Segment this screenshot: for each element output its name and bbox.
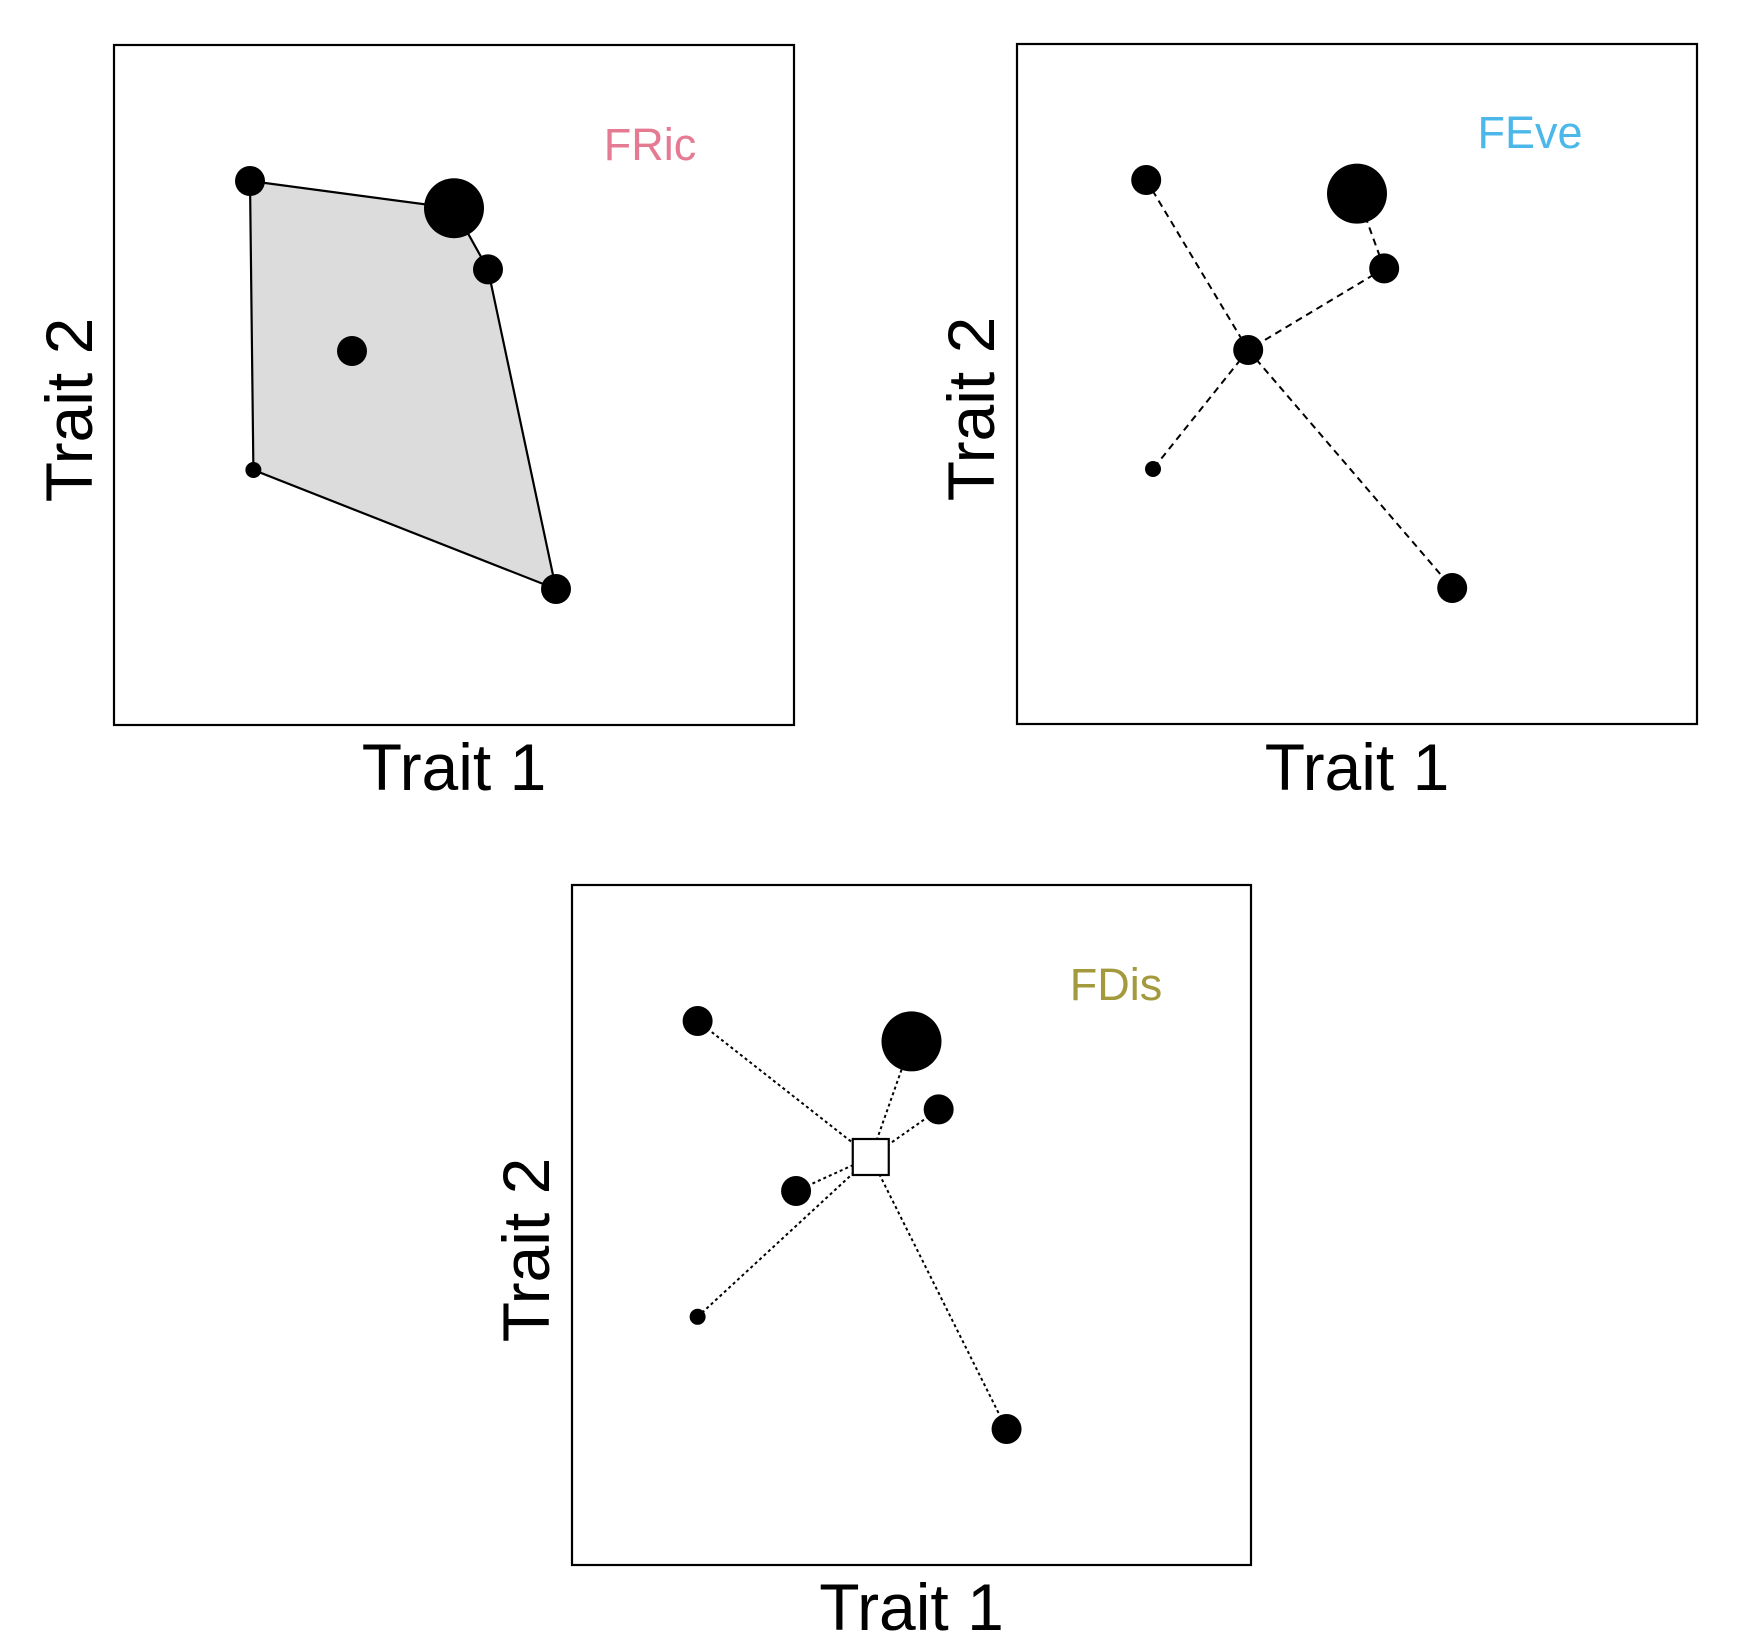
fdis-panel-frame (570, 883, 1253, 1567)
species-point (881, 1011, 942, 1072)
feve-panel: FEve Trait 1 Trait 2 (934, 42, 1699, 804)
distance-to-centroid-line (696, 1156, 872, 1318)
fric-y-axis-label: Trait 2 (32, 318, 106, 503)
species-point (541, 574, 571, 604)
distance-to-centroid-line (869, 1156, 1008, 1430)
species-point (1131, 165, 1162, 195)
spanning-tree-edge (1152, 349, 1249, 470)
spanning-tree-edge (1145, 179, 1250, 351)
feve-lines-layer (1145, 179, 1453, 589)
fric-panel-frame (112, 43, 796, 727)
fdis-lines-layer (696, 1020, 1008, 1430)
convex-hull-polygon (248, 179, 558, 591)
species-point (1327, 163, 1387, 224)
species-point (781, 1176, 812, 1206)
species-point (682, 1006, 713, 1036)
species-point (1369, 253, 1400, 284)
centroid-square (851, 1137, 890, 1177)
fdis-panel: FDis Trait 1 Trait 2 (489, 883, 1253, 1644)
species-point (1145, 461, 1161, 477)
spanning-tree-edge (1247, 267, 1385, 351)
fric-lines-layer (248, 179, 558, 591)
spanning-tree-edge (1247, 349, 1453, 589)
species-point (923, 1094, 954, 1125)
fdis-y-axis-label: Trait 2 (489, 1158, 563, 1343)
fric-points-layer (235, 166, 571, 604)
feve-title: FEve (1477, 107, 1582, 158)
fric-panel: FRic Trait 1 Trait 2 (32, 43, 796, 804)
species-point (1437, 573, 1468, 603)
species-point (235, 166, 265, 196)
fric-title: FRic (604, 119, 696, 170)
feve-points-layer (1131, 163, 1468, 603)
fdis-x-axis-label: Trait 1 (819, 1570, 1004, 1644)
species-point (689, 1308, 706, 1325)
distance-to-centroid-line (696, 1020, 872, 1158)
species-point (991, 1414, 1022, 1444)
feve-panel-frame (1015, 42, 1699, 726)
feve-x-axis-label: Trait 1 (1265, 730, 1450, 804)
species-point (337, 336, 367, 366)
species-point (245, 462, 262, 478)
feve-y-axis-label: Trait 2 (934, 317, 1008, 502)
species-point (424, 178, 484, 239)
fric-x-axis-label: Trait 1 (362, 730, 547, 804)
species-point (1233, 335, 1264, 365)
fdis-points-layer (682, 1006, 1022, 1444)
species-point (473, 254, 503, 285)
fdis-title: FDis (1070, 959, 1162, 1010)
